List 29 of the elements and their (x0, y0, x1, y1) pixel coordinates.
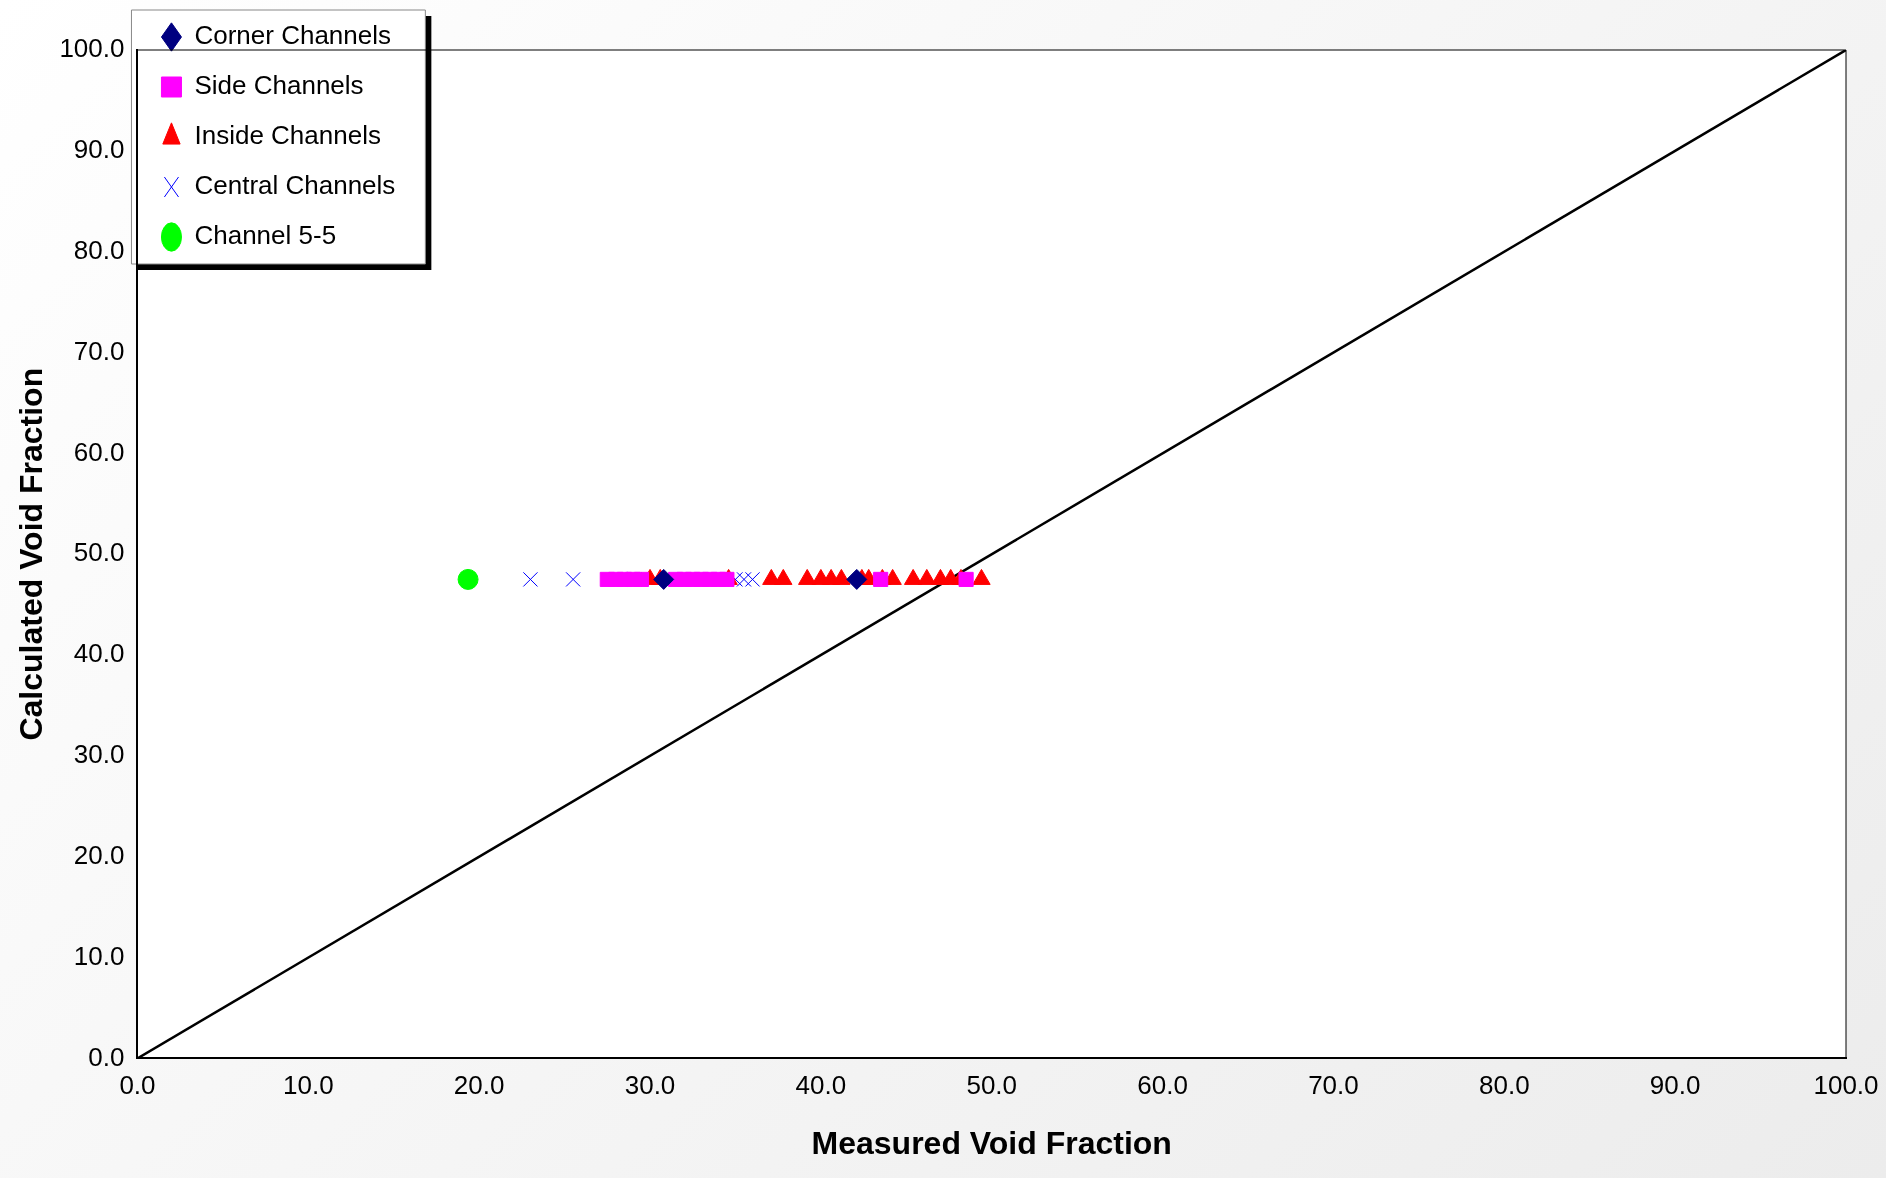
x-axis-title: Measured Void Fraction (811, 1124, 1172, 1161)
x-tick-label: 30.0 (624, 1070, 676, 1101)
y-tick-label: 80.0 (73, 234, 125, 265)
y-tick-label: 10.0 (73, 940, 125, 971)
x-tick-label: 100.0 (1813, 1070, 1879, 1101)
x-tick-label: 70.0 (1308, 1070, 1359, 1101)
y-tick-label: 0.0 (88, 1041, 125, 1072)
y-axis-title: Calculated Void Fraction (13, 367, 50, 741)
y-tick-label: 100.0 (59, 33, 125, 64)
legend-label: Channel 5-5 (194, 220, 337, 251)
legend-label: Side Channels (194, 70, 364, 101)
x-tick-label: 90.0 (1649, 1070, 1701, 1101)
y-tick-label: 70.0 (73, 335, 125, 366)
y-tick-label: 90.0 (73, 134, 125, 165)
x-tick-label: 60.0 (1137, 1070, 1188, 1101)
legend-label: Corner Channels (194, 20, 392, 51)
x-tick-label: 20.0 (453, 1070, 505, 1101)
y-tick-label: 20.0 (73, 839, 125, 870)
x-tick-label: 10.0 (283, 1070, 334, 1101)
y-tick-label: 30.0 (73, 739, 125, 770)
x-tick-label: 80.0 (1478, 1070, 1530, 1101)
y-tick-label: 60.0 (73, 436, 125, 467)
x-tick-label: 0.0 (119, 1070, 156, 1101)
y-tick-label: 50.0 (73, 537, 125, 568)
legend-label: Inside Channels (194, 120, 381, 151)
y-tick-label: 40.0 (73, 638, 125, 669)
x-tick-label: 50.0 (966, 1070, 1018, 1101)
x-tick-label: 40.0 (795, 1070, 847, 1101)
legend-label: Central Channels (194, 170, 396, 201)
